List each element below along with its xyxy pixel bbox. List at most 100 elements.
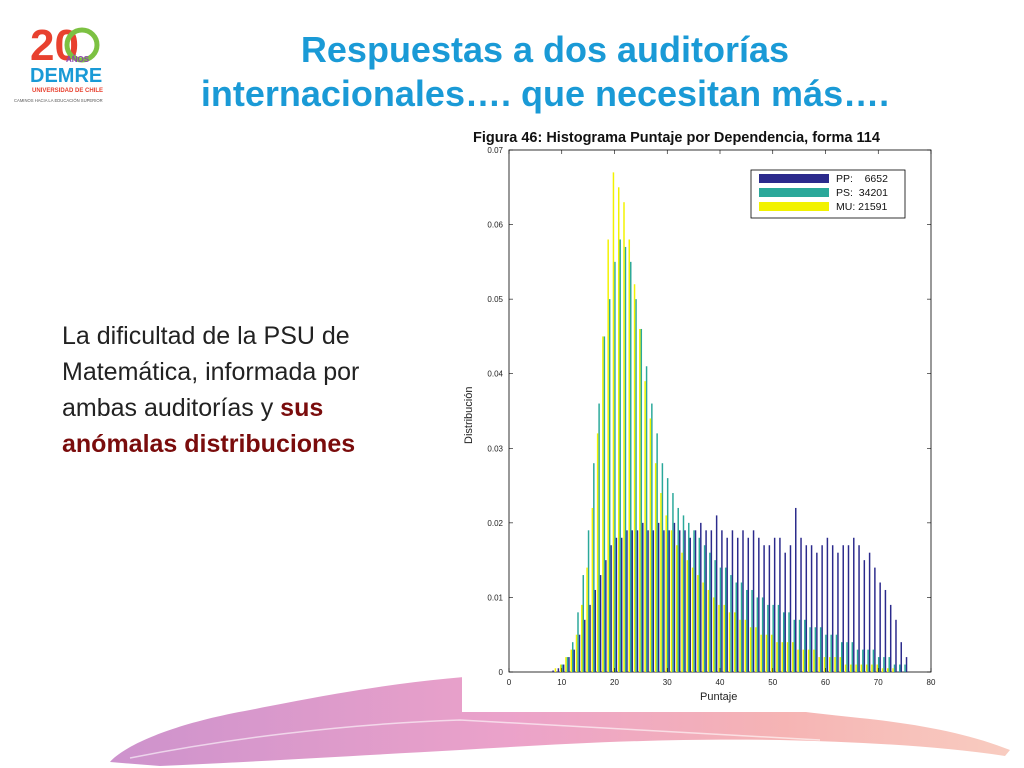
- bar-ps-12: [571, 642, 574, 672]
- bar-pp-40: [721, 530, 723, 672]
- slide-title-line1: Respuestas a dos auditorías: [300, 29, 790, 70]
- bar-pp-66: [858, 545, 860, 672]
- logo-tagline: CAMINOS HACIA LA EDUCACIÓN SUPERIOR: [14, 98, 103, 103]
- body-text-main: La dificultad de la PSU de Matemática, i…: [62, 322, 360, 422]
- bar-ps-35: [693, 530, 695, 672]
- chart-legend: PP: 6652 PS: 34201 MU: 21591: [750, 169, 906, 219]
- bar-pp-9: [557, 668, 560, 672]
- bar-pp-29: [663, 530, 665, 672]
- legend-label: PP: 6652: [836, 173, 888, 185]
- bar-mu-15: [586, 567, 588, 672]
- demre-20-logo: 20 AÑOS DEMRE UNIVERSIDAD DE CHILE CAMIN…: [14, 21, 103, 103]
- bar-pp-55: [800, 537, 802, 672]
- legend-swatch: [759, 202, 829, 211]
- bar-pp-48: [763, 545, 765, 672]
- x-tick-label: 0: [507, 678, 512, 687]
- bar-mu-19: [607, 239, 609, 672]
- bar-ps-14: [582, 575, 585, 672]
- bar-pp-23: [631, 530, 633, 672]
- bar-mu-9: [554, 668, 557, 672]
- bar-pp-14: [584, 619, 586, 672]
- bar-pp-33: [684, 530, 686, 672]
- bar-pp-67: [863, 560, 866, 672]
- bar-mu-10: [559, 664, 562, 672]
- bar-ps-69: [872, 649, 875, 672]
- logo-zero-ring: [64, 27, 100, 63]
- bar-ps-36: [698, 537, 701, 672]
- bar-ps-30: [666, 478, 669, 672]
- bar-pp-62: [837, 552, 839, 672]
- bar-ps-65: [851, 642, 854, 672]
- logo-brand: DEMRE: [30, 65, 102, 87]
- bar-pp-59: [821, 545, 823, 672]
- bar-ps-42: [730, 575, 732, 672]
- legend-swatch: [759, 174, 829, 183]
- bar-ps-41: [724, 567, 727, 672]
- histogram-svg: Figura 46: Histograma Puntaje por Depend…: [463, 130, 936, 703]
- x-tick-label: 20: [610, 678, 619, 687]
- bar-ps-33: [682, 515, 685, 672]
- bar-mu-37: [702, 582, 704, 672]
- bar-mu-56: [802, 649, 805, 672]
- bar-pp-36: [700, 522, 702, 672]
- bar-mu-26: [644, 381, 646, 672]
- bar-ps-10: [561, 664, 563, 672]
- bar-mu-30: [665, 515, 667, 672]
- bar-pp-41: [726, 537, 728, 672]
- bar-ps-58: [814, 627, 817, 672]
- bar-mu-57: [807, 649, 810, 672]
- bar-pp-58: [816, 552, 818, 672]
- legend-label: MU: 21591: [836, 201, 888, 213]
- bar-mu-25: [639, 328, 641, 672]
- bar-mu-16: [591, 507, 594, 672]
- bar-pp-45: [747, 537, 750, 672]
- bar-ps-11: [566, 657, 569, 672]
- bar-pp-47: [758, 537, 760, 672]
- y-axis-label: Distribución: [463, 387, 475, 444]
- bar-pp-64: [847, 545, 850, 672]
- bar-ps-34: [688, 522, 690, 672]
- bar-mu-44: [739, 619, 741, 672]
- bar-pp-26: [647, 530, 649, 672]
- bar-ps-56: [804, 619, 806, 672]
- bar-mu-60: [823, 657, 826, 672]
- bar-pp-49: [768, 545, 771, 672]
- x-axis-label: Puntaje: [700, 691, 737, 703]
- bar-ps-32: [677, 507, 679, 672]
- bar-ps-28: [656, 433, 658, 672]
- bar-mu-64: [844, 664, 847, 672]
- bar-mu-14: [581, 604, 583, 672]
- bar-pp-19: [610, 545, 612, 672]
- chart-ticks: 0 10 20 30 40 50 60 70 80 0 0.01 0.02 0.03 0.04 0.05 0.…: [487, 146, 936, 687]
- bar-ps-59: [819, 627, 822, 672]
- y-tick-label: 0.02: [487, 519, 503, 528]
- bar-ps-60: [825, 634, 827, 672]
- slide-title-line2: internacionales…. que necesitan más….: [200, 73, 890, 114]
- bar-mu-62: [834, 657, 836, 672]
- bar-pp-50: [773, 537, 776, 672]
- bar-mu-33: [681, 552, 683, 672]
- bar-ps-53: [788, 612, 790, 672]
- x-tick-label: 60: [821, 678, 830, 687]
- bar-mu-12: [570, 649, 572, 672]
- bar-ps-37: [703, 545, 706, 672]
- bar-mu-66: [855, 664, 857, 672]
- bar-ps-61: [830, 634, 832, 672]
- bar-ps-48: [761, 597, 764, 672]
- bar-mu-11: [565, 657, 567, 672]
- bar-mu-41: [723, 604, 725, 672]
- bar-ps-39: [714, 560, 716, 672]
- bar-ps-20: [614, 261, 616, 672]
- bar-mu-21: [617, 187, 620, 672]
- bar-mu-17: [596, 433, 599, 672]
- y-tick-label: 0: [499, 668, 504, 677]
- bar-mu-35: [691, 567, 694, 672]
- bar-mu-48: [760, 634, 762, 672]
- bar-ps-21: [619, 239, 621, 672]
- bar-pp-12: [573, 649, 575, 672]
- bar-ps-31: [672, 493, 674, 672]
- y-tick-label: 0.06: [487, 221, 503, 230]
- bar-pp-13: [578, 634, 581, 672]
- bar-mu-32: [676, 545, 678, 672]
- bar-mu-22: [623, 202, 625, 672]
